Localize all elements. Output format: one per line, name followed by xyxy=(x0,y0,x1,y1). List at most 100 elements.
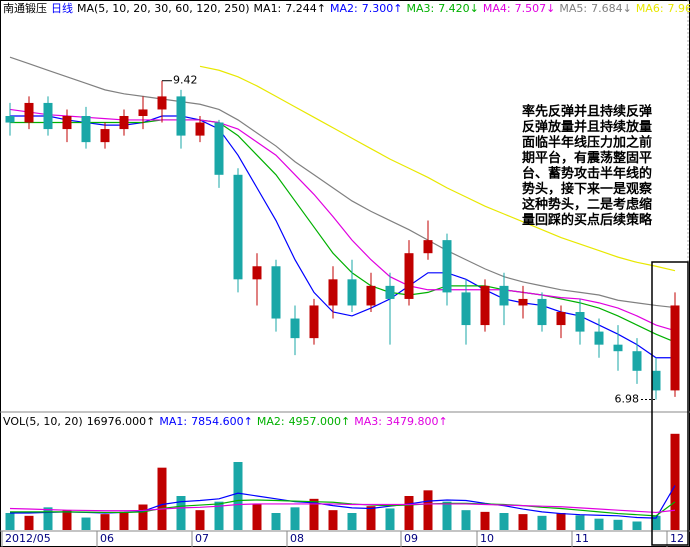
ma-line xyxy=(199,65,676,272)
volume-bar xyxy=(290,507,300,530)
volume-bar xyxy=(632,521,642,530)
candle-body xyxy=(632,351,642,371)
header-text: 7.300↑ xyxy=(362,2,403,15)
candle-body xyxy=(537,298,547,326)
volume-bar xyxy=(537,515,547,530)
header-text: MA4: xyxy=(483,2,511,15)
header-text: 7.420↓ xyxy=(438,2,479,15)
candle-body xyxy=(62,116,72,130)
note-line: 面临半年线压力加之前 xyxy=(522,135,652,151)
highlight-box xyxy=(651,261,689,546)
header-text: MA1: xyxy=(254,2,282,15)
volume-bar xyxy=(366,506,376,530)
header-text: 7854.600↑ xyxy=(191,415,253,428)
low-label: 6.98 xyxy=(615,393,640,406)
ma-line xyxy=(10,499,676,517)
note-line: 期平台，有震荡整固平 xyxy=(522,150,652,166)
date-label: 12 xyxy=(670,532,684,545)
volume-bar xyxy=(651,515,661,530)
header-text: 7.507↓ xyxy=(515,2,556,15)
volume-bar xyxy=(271,513,281,530)
candle-body xyxy=(24,102,34,123)
volume-bar xyxy=(233,462,243,530)
candle-body xyxy=(176,96,186,136)
volume-bar xyxy=(62,510,72,530)
candle-body xyxy=(442,240,452,293)
candle-body xyxy=(575,312,585,332)
note-line: 这种势头，二是考虑缩 xyxy=(522,197,652,213)
volume-bar xyxy=(670,433,680,530)
volume-bar xyxy=(138,504,148,530)
candle-body xyxy=(309,305,319,339)
date-label: 06 xyxy=(100,532,114,545)
volume-panel xyxy=(5,433,680,530)
candle-body xyxy=(499,285,509,306)
header-text: 3479.800↑ xyxy=(386,415,448,428)
candle-body xyxy=(556,312,566,326)
header-text: VOL(5, 10, 20) xyxy=(3,415,83,428)
candle-body xyxy=(461,292,471,326)
volume-bar xyxy=(100,514,110,530)
note-line: 率先反弹并且持续反弹 xyxy=(522,104,652,120)
header-text: MA3: xyxy=(354,415,382,428)
volume-bar xyxy=(214,501,224,530)
header-text: MA(5, 10, 20, 30, 60, 120, 250) xyxy=(77,2,250,15)
candle-body xyxy=(366,285,376,306)
note-line: 势头，接下来一是观察 xyxy=(522,181,653,197)
header-text: MA1: xyxy=(159,415,187,428)
header-text: MA2: xyxy=(330,2,358,15)
header-text: MA2: xyxy=(257,415,285,428)
header-text: 7.244↑ xyxy=(285,2,326,15)
date-label: 10 xyxy=(480,532,494,545)
candle-body xyxy=(518,298,528,306)
candle-body xyxy=(233,174,243,280)
volume-bar xyxy=(24,515,34,530)
volume-bar xyxy=(423,490,433,530)
volume-bar xyxy=(461,510,471,530)
candle-body xyxy=(271,266,281,319)
volume-bar xyxy=(385,508,395,530)
note-line: 量回踩的买点后续策略 xyxy=(522,212,653,228)
volume-bar xyxy=(309,498,319,530)
ma-line xyxy=(9,56,676,309)
header-text: 南通锻压 xyxy=(3,1,47,15)
price-panel: 2012/05 06 07 08 09 10 11 12 9.42 6.98 xyxy=(1,56,684,547)
candle-body xyxy=(480,285,490,326)
header-text: MA6: xyxy=(636,2,664,15)
candle-body xyxy=(252,266,262,280)
header-text: 4957.000↑ xyxy=(289,415,351,428)
volume-bar xyxy=(404,496,414,530)
volume-bar xyxy=(480,511,490,530)
header-text: 7.966↓ xyxy=(668,2,690,15)
header: 南通锻压 日线 MA(5, 10, 20, 30, 60, 120, 250) MA1… xyxy=(3,1,690,428)
note-line: 反弹放量并且持续放量 xyxy=(522,119,652,135)
volume-bar xyxy=(176,496,186,530)
note-line: 台、蓄势攻击半年线的 xyxy=(522,166,652,182)
candle-body xyxy=(157,96,167,110)
candle-body xyxy=(43,102,53,130)
candle-body xyxy=(81,116,91,143)
volume-bar xyxy=(347,513,357,530)
volume-bar xyxy=(5,513,15,530)
volume-bar xyxy=(252,504,262,530)
volume-bar xyxy=(518,514,528,530)
header-text: MA3: xyxy=(406,2,434,15)
volume-bar xyxy=(442,501,452,530)
date-label: 09 xyxy=(404,532,418,545)
volume-bar xyxy=(157,467,167,530)
candle-body xyxy=(214,122,224,175)
volume-bar xyxy=(119,511,129,530)
candle-body xyxy=(385,285,395,299)
volume-bar xyxy=(43,507,53,530)
volume-bar xyxy=(499,513,509,530)
candle-body xyxy=(651,370,661,391)
annotation: 率先反弹并且持续反弹反弹放量并且持续放量面临半年线压力加之前期平台，有震荡整固平… xyxy=(522,104,653,229)
candle-body xyxy=(328,279,338,306)
header-text: 日线 xyxy=(51,1,73,15)
volume-bar xyxy=(328,510,338,530)
header-text: 16976.000↑ xyxy=(87,415,156,428)
date-label: 08 xyxy=(290,532,304,545)
candle-body xyxy=(138,109,148,116)
